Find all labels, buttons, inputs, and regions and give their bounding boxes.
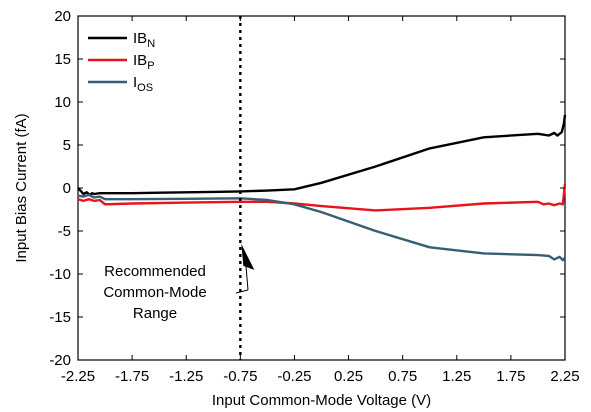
x-tick-label: -0.75	[223, 368, 257, 385]
y-ticks: -20 -15 -10 -5 0 5 10 15 20	[49, 8, 565, 369]
legend-label: IBP	[133, 52, 155, 72]
x-tick-label: -1.75	[115, 368, 149, 385]
y-tick-label: -10	[49, 266, 71, 283]
y-tick-label: 20	[54, 8, 71, 25]
x-tick-label: 0.75	[388, 368, 417, 385]
x-ticks: -2.25 -1.75 -1.25 -0.75 -0.25 0.25 0.75 1.25 1.7…	[61, 16, 580, 385]
annotation-leader	[235, 289, 249, 294]
x-tick-label: 1.25	[442, 368, 471, 385]
annotation-line-2: Common-Mode	[103, 284, 206, 301]
x-tick-label: -2.25	[61, 368, 95, 385]
series-line-ibp	[77, 183, 567, 212]
x-tick-label: -1.25	[169, 368, 203, 385]
annotation: Recommended Common-Mode Range	[103, 243, 255, 322]
legend-label-subscript: OS	[137, 82, 153, 94]
x-tick-label: 2.25	[550, 368, 579, 385]
annotation-line-1: Recommended	[104, 263, 206, 280]
y-tick-label: 15	[54, 51, 71, 68]
x-tick-label: -0.25	[277, 368, 311, 385]
annotation-arrow-shaft	[245, 265, 249, 291]
y-tick-label: 10	[54, 94, 71, 111]
y-tick-label: 0	[63, 180, 71, 197]
x-tick-label: 0.25	[334, 368, 363, 385]
legend-label: IBN	[133, 30, 155, 50]
x-tick-label: 1.75	[496, 368, 525, 385]
x-axis-title: Input Common-Mode Voltage (V)	[212, 392, 431, 409]
y-tick-label: -20	[49, 352, 71, 369]
y-tick-label: -15	[49, 309, 71, 326]
annotation-arrowhead	[241, 243, 255, 270]
series-layer	[77, 114, 567, 262]
y-tick-label: 5	[63, 137, 71, 154]
y-tick-label: -5	[58, 223, 71, 240]
series-line-ios	[77, 193, 566, 262]
legend-label-subscript: P	[147, 60, 154, 72]
legend-label-subscript: N	[147, 38, 155, 50]
annotation-line-3: Range	[133, 305, 177, 322]
y-axis-title: Input Bias Current (fA)	[13, 113, 30, 262]
legend-label: IOS	[133, 74, 153, 94]
series-line-ibn	[77, 114, 567, 197]
